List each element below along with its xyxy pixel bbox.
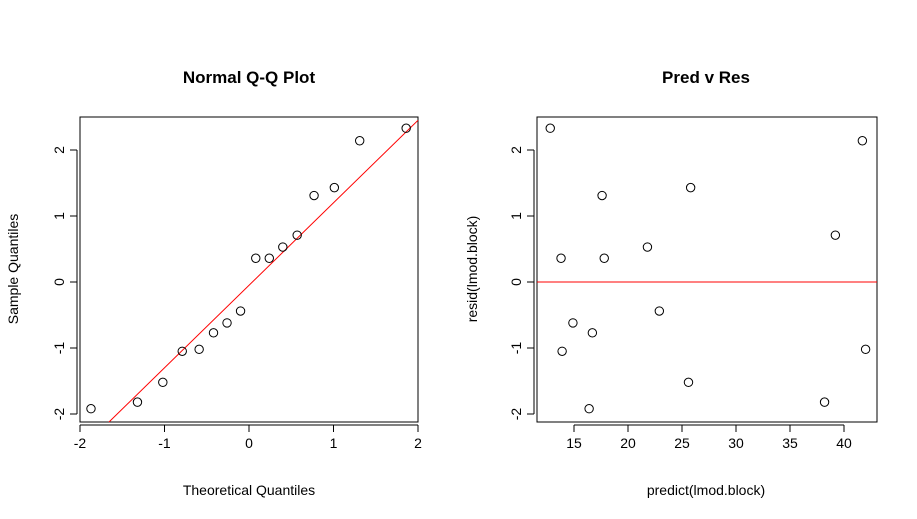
x-tick-label: 20	[620, 435, 636, 451]
data-point	[568, 318, 578, 328]
x-tick-label: 35	[782, 435, 798, 451]
data-point	[597, 190, 607, 201]
x-tick-label: 40	[836, 435, 852, 451]
pred-v-res-title: Pred v Res	[662, 68, 750, 87]
y-tick-label: -2	[51, 408, 67, 421]
data-point	[278, 242, 288, 252]
data-point	[599, 253, 609, 263]
data-point	[556, 253, 566, 263]
data-point	[158, 377, 168, 388]
data-point	[194, 344, 204, 355]
qq-reference-line	[108, 119, 419, 423]
data-point	[587, 328, 598, 338]
x-tick-label: 1	[330, 435, 338, 451]
y-tick-label: -1	[51, 342, 67, 355]
data-point	[132, 397, 143, 407]
data-point	[683, 377, 694, 388]
data-point	[292, 230, 302, 240]
x-tick-label: -2	[74, 435, 87, 451]
qq-x-axis: -2 -1 0 1 2	[74, 424, 422, 451]
data-point	[208, 328, 219, 338]
pred-v-res-x-axis: 15 20 25 30 35 40	[566, 424, 852, 451]
x-tick-label: 30	[728, 435, 744, 451]
data-point	[354, 136, 365, 146]
data-point	[545, 123, 555, 133]
data-point	[584, 404, 594, 414]
x-tick-label: 25	[674, 435, 690, 451]
data-point	[819, 397, 830, 407]
qq-x-axis-label: Theoretical Quantiles	[183, 482, 315, 498]
qq-y-axis: -2 -1 0 1 2	[51, 146, 78, 421]
data-point	[642, 242, 653, 252]
y-tick-label: 1	[51, 212, 67, 220]
data-point	[857, 136, 868, 146]
qq-plot-panel: Normal Q-Q Plot -2 -1 0 1 2 -2 -1 0 1 2 Theoreti…	[5, 68, 422, 498]
qq-fit-line	[108, 119, 419, 423]
data-point	[329, 182, 340, 193]
y-tick-label: -2	[508, 408, 524, 421]
x-tick-label: -1	[158, 435, 171, 451]
data-point	[235, 306, 246, 316]
data-point	[309, 190, 319, 201]
data-point	[830, 230, 841, 240]
data-point	[86, 404, 96, 414]
qq-plot-title: Normal Q-Q Plot	[183, 68, 316, 87]
pred-v-res-y-axis: -2 -1 0 1 2	[508, 146, 535, 421]
qq-plot-frame	[79, 116, 419, 423]
qq-points	[86, 123, 411, 414]
y-tick-label: 2	[508, 146, 524, 154]
pred-v-res-y-axis-label: resid(lmod.block)	[464, 216, 480, 323]
data-point	[177, 346, 187, 356]
y-tick-label: 2	[51, 146, 67, 154]
x-tick-label: 0	[245, 435, 253, 451]
data-point	[401, 123, 411, 133]
y-tick-label: -1	[508, 342, 524, 355]
data-point	[557, 346, 567, 356]
y-tick-label: 0	[508, 278, 524, 286]
x-tick-label: 2	[414, 435, 422, 451]
data-point	[264, 253, 274, 263]
y-tick-label: 1	[508, 212, 524, 220]
data-point	[222, 318, 232, 328]
data-point	[251, 253, 261, 263]
y-tick-label: 0	[51, 278, 67, 286]
x-tick-label: 15	[566, 435, 582, 451]
qq-y-axis-label: Sample Quantiles	[5, 214, 21, 325]
pred-v-res-points	[545, 123, 871, 414]
pred-v-res-x-axis-label: predict(lmod.block)	[647, 482, 765, 498]
data-point	[654, 306, 665, 316]
data-point	[685, 182, 696, 193]
data-point	[860, 344, 871, 355]
pred-v-res-frame	[536, 116, 878, 423]
pred-v-res-panel: Pred v Res 15 20 25 30 35 40 -2 -1 0 1 2 predict(…	[464, 68, 878, 498]
